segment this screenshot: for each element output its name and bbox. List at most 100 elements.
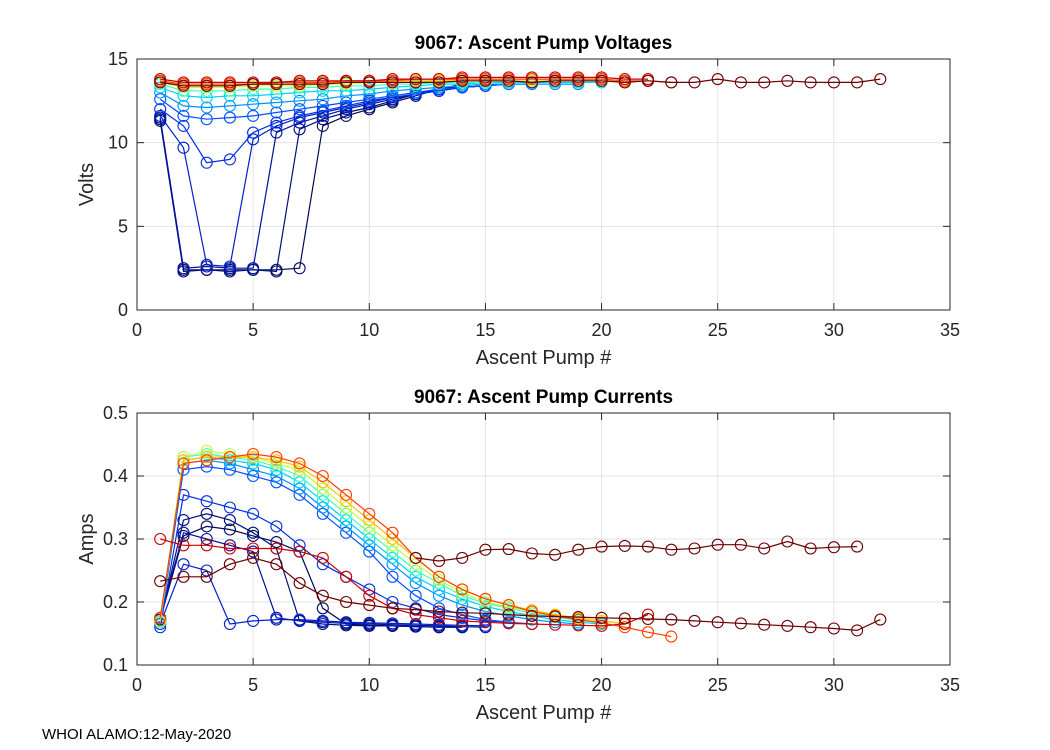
data-point [154, 575, 167, 588]
data-point [223, 523, 236, 536]
data-point [734, 538, 747, 551]
data-point [456, 614, 469, 627]
data-point [363, 539, 376, 552]
series-line [159, 513, 463, 628]
data-point [247, 454, 260, 467]
x-tick-label: 30 [824, 320, 844, 340]
data-point [665, 76, 678, 89]
series-line [160, 76, 648, 84]
x-tick-label: 30 [824, 675, 844, 695]
data-point [456, 551, 469, 564]
data-point [293, 469, 306, 483]
data-point [665, 613, 678, 626]
data-point [316, 614, 329, 627]
data-point [525, 547, 538, 560]
data-point [851, 76, 864, 89]
data-point [572, 619, 585, 632]
data-point [456, 71, 469, 84]
data-point [804, 621, 817, 634]
data-point [316, 589, 329, 602]
data-point [734, 76, 747, 89]
data-point [270, 476, 283, 489]
data-point [177, 141, 190, 154]
data-point [154, 114, 167, 127]
series-line [159, 494, 509, 628]
data-point [270, 454, 283, 467]
data-point [223, 463, 236, 476]
data-point [200, 79, 213, 92]
series-profile-late-d [154, 71, 655, 89]
data-point [363, 526, 376, 539]
data-point [456, 606, 469, 619]
data-point [270, 613, 283, 626]
data-point [154, 103, 167, 116]
data-point [386, 617, 399, 630]
data-point [595, 619, 608, 632]
data-point [293, 78, 306, 91]
chart-title: 9067: Ascent Pump Currents [414, 387, 673, 408]
series-profile-last-upper [409, 535, 864, 568]
data-point [618, 612, 631, 625]
data-point [595, 74, 608, 87]
x-tick-label: 25 [708, 320, 728, 340]
x-tick-label: 5 [248, 675, 258, 695]
data-point [525, 617, 538, 631]
data-point [595, 540, 608, 553]
y-axis-label: Amps [76, 513, 98, 564]
data-point [479, 74, 492, 87]
x-tick-label: 15 [475, 675, 495, 695]
data-point [456, 589, 469, 602]
data-point [502, 605, 515, 618]
x-axis-label: Ascent Pump # [476, 702, 613, 724]
data-point [270, 265, 283, 278]
data-point [641, 608, 655, 621]
series-profile-low-voltage-e [154, 488, 515, 634]
data-point [758, 618, 771, 631]
data-point [525, 613, 538, 626]
data-point [247, 463, 260, 476]
series-profile-last [154, 73, 887, 92]
data-point [154, 611, 167, 624]
data-point [386, 558, 399, 571]
series-line [159, 531, 486, 628]
data-point [688, 76, 701, 89]
data-point [711, 616, 724, 629]
data-point [827, 541, 840, 554]
data-point [270, 469, 283, 483]
data-point [409, 603, 422, 616]
data-point [456, 74, 469, 87]
x-tick-label: 10 [359, 320, 379, 340]
data-point [340, 488, 353, 501]
data-point [340, 76, 353, 89]
data-point [154, 86, 167, 99]
data-point [154, 532, 167, 546]
data-point [340, 507, 353, 520]
data-point [665, 630, 678, 643]
data-point [270, 460, 283, 473]
data-point [549, 610, 562, 623]
data-point [177, 526, 190, 539]
data-point [270, 78, 283, 91]
data-point [827, 76, 840, 89]
data-point [223, 447, 236, 461]
data-point [223, 111, 236, 124]
data-point [363, 76, 376, 89]
data-point [502, 71, 515, 84]
data-point [432, 611, 446, 624]
data-point [432, 570, 446, 583]
data-point [781, 535, 794, 548]
x-tick-label: 35 [940, 320, 960, 340]
data-point [293, 74, 306, 87]
data-point [386, 545, 399, 558]
series-line [159, 456, 625, 625]
data-point [525, 609, 538, 622]
data-point [456, 586, 469, 599]
data-point [223, 76, 236, 89]
data-point [316, 469, 329, 483]
data-point [223, 260, 236, 273]
data-point [247, 109, 260, 122]
x-axis-label: Ascent Pump # [476, 347, 613, 369]
data-point [316, 476, 329, 489]
data-point [177, 529, 190, 542]
data-point [293, 613, 306, 626]
